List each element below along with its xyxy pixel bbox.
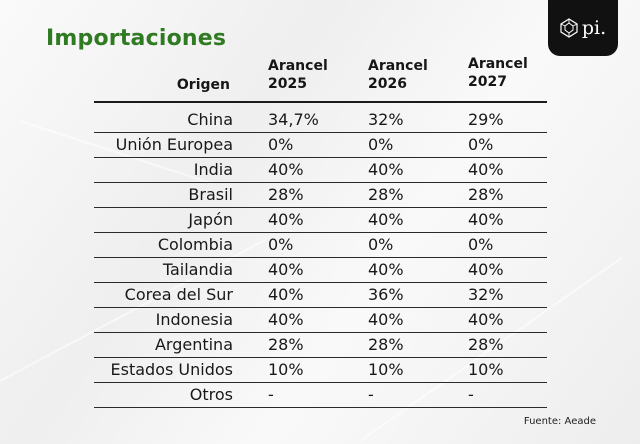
tariff-2027-cell: - — [468, 385, 474, 404]
header-line: 2026 — [368, 76, 407, 92]
tariff-2025-cell: 28% — [268, 185, 304, 204]
tariff-2025-cell: - — [268, 385, 274, 404]
tariff-2025-cell: 40% — [268, 210, 304, 229]
table-row: Unión Europea 0% 0% 0% — [94, 133, 547, 158]
tariff-2025-cell: 0% — [268, 135, 294, 154]
country-cell: Corea del Sur — [124, 285, 233, 304]
tariff-2026-cell: 36% — [368, 285, 404, 304]
tariff-2025-cell: 0% — [268, 235, 294, 254]
tariff-2027-cell: 0% — [468, 135, 494, 154]
table-body: China 34,7% 32% 29% Unión Europea 0% 0% … — [94, 108, 547, 408]
tariff-2027-cell: 40% — [468, 260, 504, 279]
table-row: India 40% 40% 40% — [94, 158, 547, 183]
table-row: Argentina 28% 28% 28% — [94, 333, 547, 358]
tariff-2025-cell: 40% — [268, 310, 304, 329]
tariff-2027-cell: 28% — [468, 185, 504, 204]
tariff-2026-cell: 28% — [368, 185, 404, 204]
country-cell: Tailandia — [162, 260, 233, 279]
header-line: Arancel — [468, 56, 528, 72]
tariff-2025-cell: 40% — [268, 285, 304, 304]
tariff-2027-cell: 0% — [468, 235, 494, 254]
tariff-2027-cell: 29% — [468, 110, 504, 129]
gem-icon — [560, 18, 578, 38]
tariff-2026-cell: 0% — [368, 135, 394, 154]
tariff-2025-cell: 40% — [268, 260, 304, 279]
table-row: China 34,7% 32% 29% — [94, 108, 547, 133]
brand-logo: pi. — [548, 0, 618, 56]
tariff-2027-cell: 32% — [468, 285, 504, 304]
tariff-2027-cell: 40% — [468, 210, 504, 229]
header-line: 2027 — [468, 74, 507, 90]
country-cell: Japón — [188, 210, 233, 229]
tariff-2026-cell: 32% — [368, 110, 404, 129]
table-row: Estados Unidos 10% 10% 10% — [94, 358, 547, 383]
country-cell: Otros — [189, 385, 233, 404]
country-cell: China — [187, 110, 233, 129]
table-row: Brasil 28% 28% 28% — [94, 183, 547, 208]
tariff-2026-cell: 0% — [368, 235, 394, 254]
table-row: Otros - - - — [94, 383, 547, 408]
header-arancel-2026: Arancel 2026 — [368, 57, 458, 93]
country-cell: Argentina — [154, 335, 233, 354]
country-cell: Brasil — [188, 185, 233, 204]
header-arancel-2025: Arancel 2025 — [268, 57, 358, 93]
tariff-2025-cell: 28% — [268, 335, 304, 354]
table-row: Indonesia 40% 40% 40% — [94, 308, 547, 333]
table-row: Japón 40% 40% 40% — [94, 208, 547, 233]
country-cell: India — [193, 160, 233, 179]
tariff-2026-cell: 40% — [368, 260, 404, 279]
tariff-2027-cell: 40% — [468, 310, 504, 329]
header-divider — [94, 101, 547, 103]
header-line: Arancel — [368, 58, 428, 74]
country-cell: Estados Unidos — [110, 360, 233, 379]
tariff-2027-cell: 40% — [468, 160, 504, 179]
tariff-2026-cell: - — [368, 385, 374, 404]
country-cell: Colombia — [157, 235, 233, 254]
table-row: Tailandia 40% 40% 40% — [94, 258, 547, 283]
table-row: Colombia 0% 0% 0% — [94, 233, 547, 258]
tariff-2025-cell: 34,7% — [268, 110, 319, 129]
tariff-2026-cell: 40% — [368, 160, 404, 179]
tariff-2026-cell: 28% — [368, 335, 404, 354]
tariff-2027-cell: 28% — [468, 335, 504, 354]
table-row: Corea del Sur 40% 36% 32% — [94, 283, 547, 308]
tariff-2026-cell: 10% — [368, 360, 404, 379]
tariff-2025-cell: 10% — [268, 360, 304, 379]
country-cell: Indonesia — [155, 310, 233, 329]
header-origin: Origen — [176, 77, 230, 93]
logo-text: pi. — [581, 16, 607, 39]
header-arancel-2027: Arancel 2027 — [468, 55, 558, 91]
tariff-2027-cell: 10% — [468, 360, 504, 379]
tariff-2026-cell: 40% — [368, 210, 404, 229]
header-line: 2025 — [268, 76, 307, 92]
source-note: Fuente: Aeade — [523, 416, 596, 427]
country-cell: Unión Europea — [115, 135, 233, 154]
tariff-2025-cell: 40% — [268, 160, 304, 179]
tariff-2026-cell: 40% — [368, 310, 404, 329]
header-line: Arancel — [268, 58, 328, 74]
page-title: Importaciones — [46, 26, 227, 51]
